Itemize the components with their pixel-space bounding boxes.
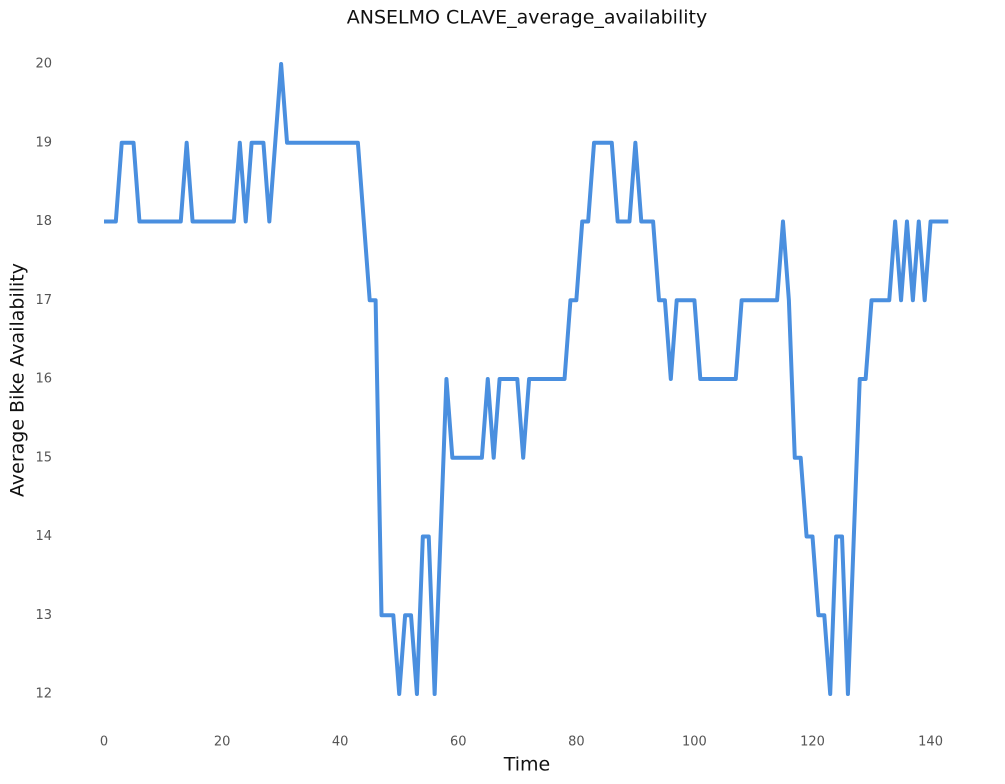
chart-title: ANSELMO CLAVE_average_availability [347, 7, 707, 29]
x-tick-label: 40 [332, 735, 349, 750]
y-axis-label: Average Bike Availability [7, 263, 29, 497]
x-tick-label: 140 [918, 735, 943, 750]
x-tick-label: 20 [214, 735, 231, 750]
x-tick-label: 120 [800, 735, 825, 750]
y-tick-label: 20 [35, 57, 52, 72]
y-tick-label: 19 [35, 135, 52, 150]
x-axis-label: Time [503, 754, 551, 776]
data-line [104, 62, 949, 696]
x-tick-label: 80 [568, 735, 585, 750]
y-tick-label: 13 [35, 608, 52, 623]
x-tick-label: 100 [682, 735, 707, 750]
y-tick-label: 16 [35, 372, 52, 387]
y-tick-label: 18 [35, 214, 52, 229]
x-tick-label: 0 [100, 735, 108, 750]
y-tick-label: 15 [35, 450, 52, 465]
y-tick-label: 14 [35, 529, 52, 544]
y-tick-label: 17 [35, 293, 52, 308]
y-tick-label: 12 [35, 687, 52, 702]
x-tick-label: 60 [450, 735, 467, 750]
